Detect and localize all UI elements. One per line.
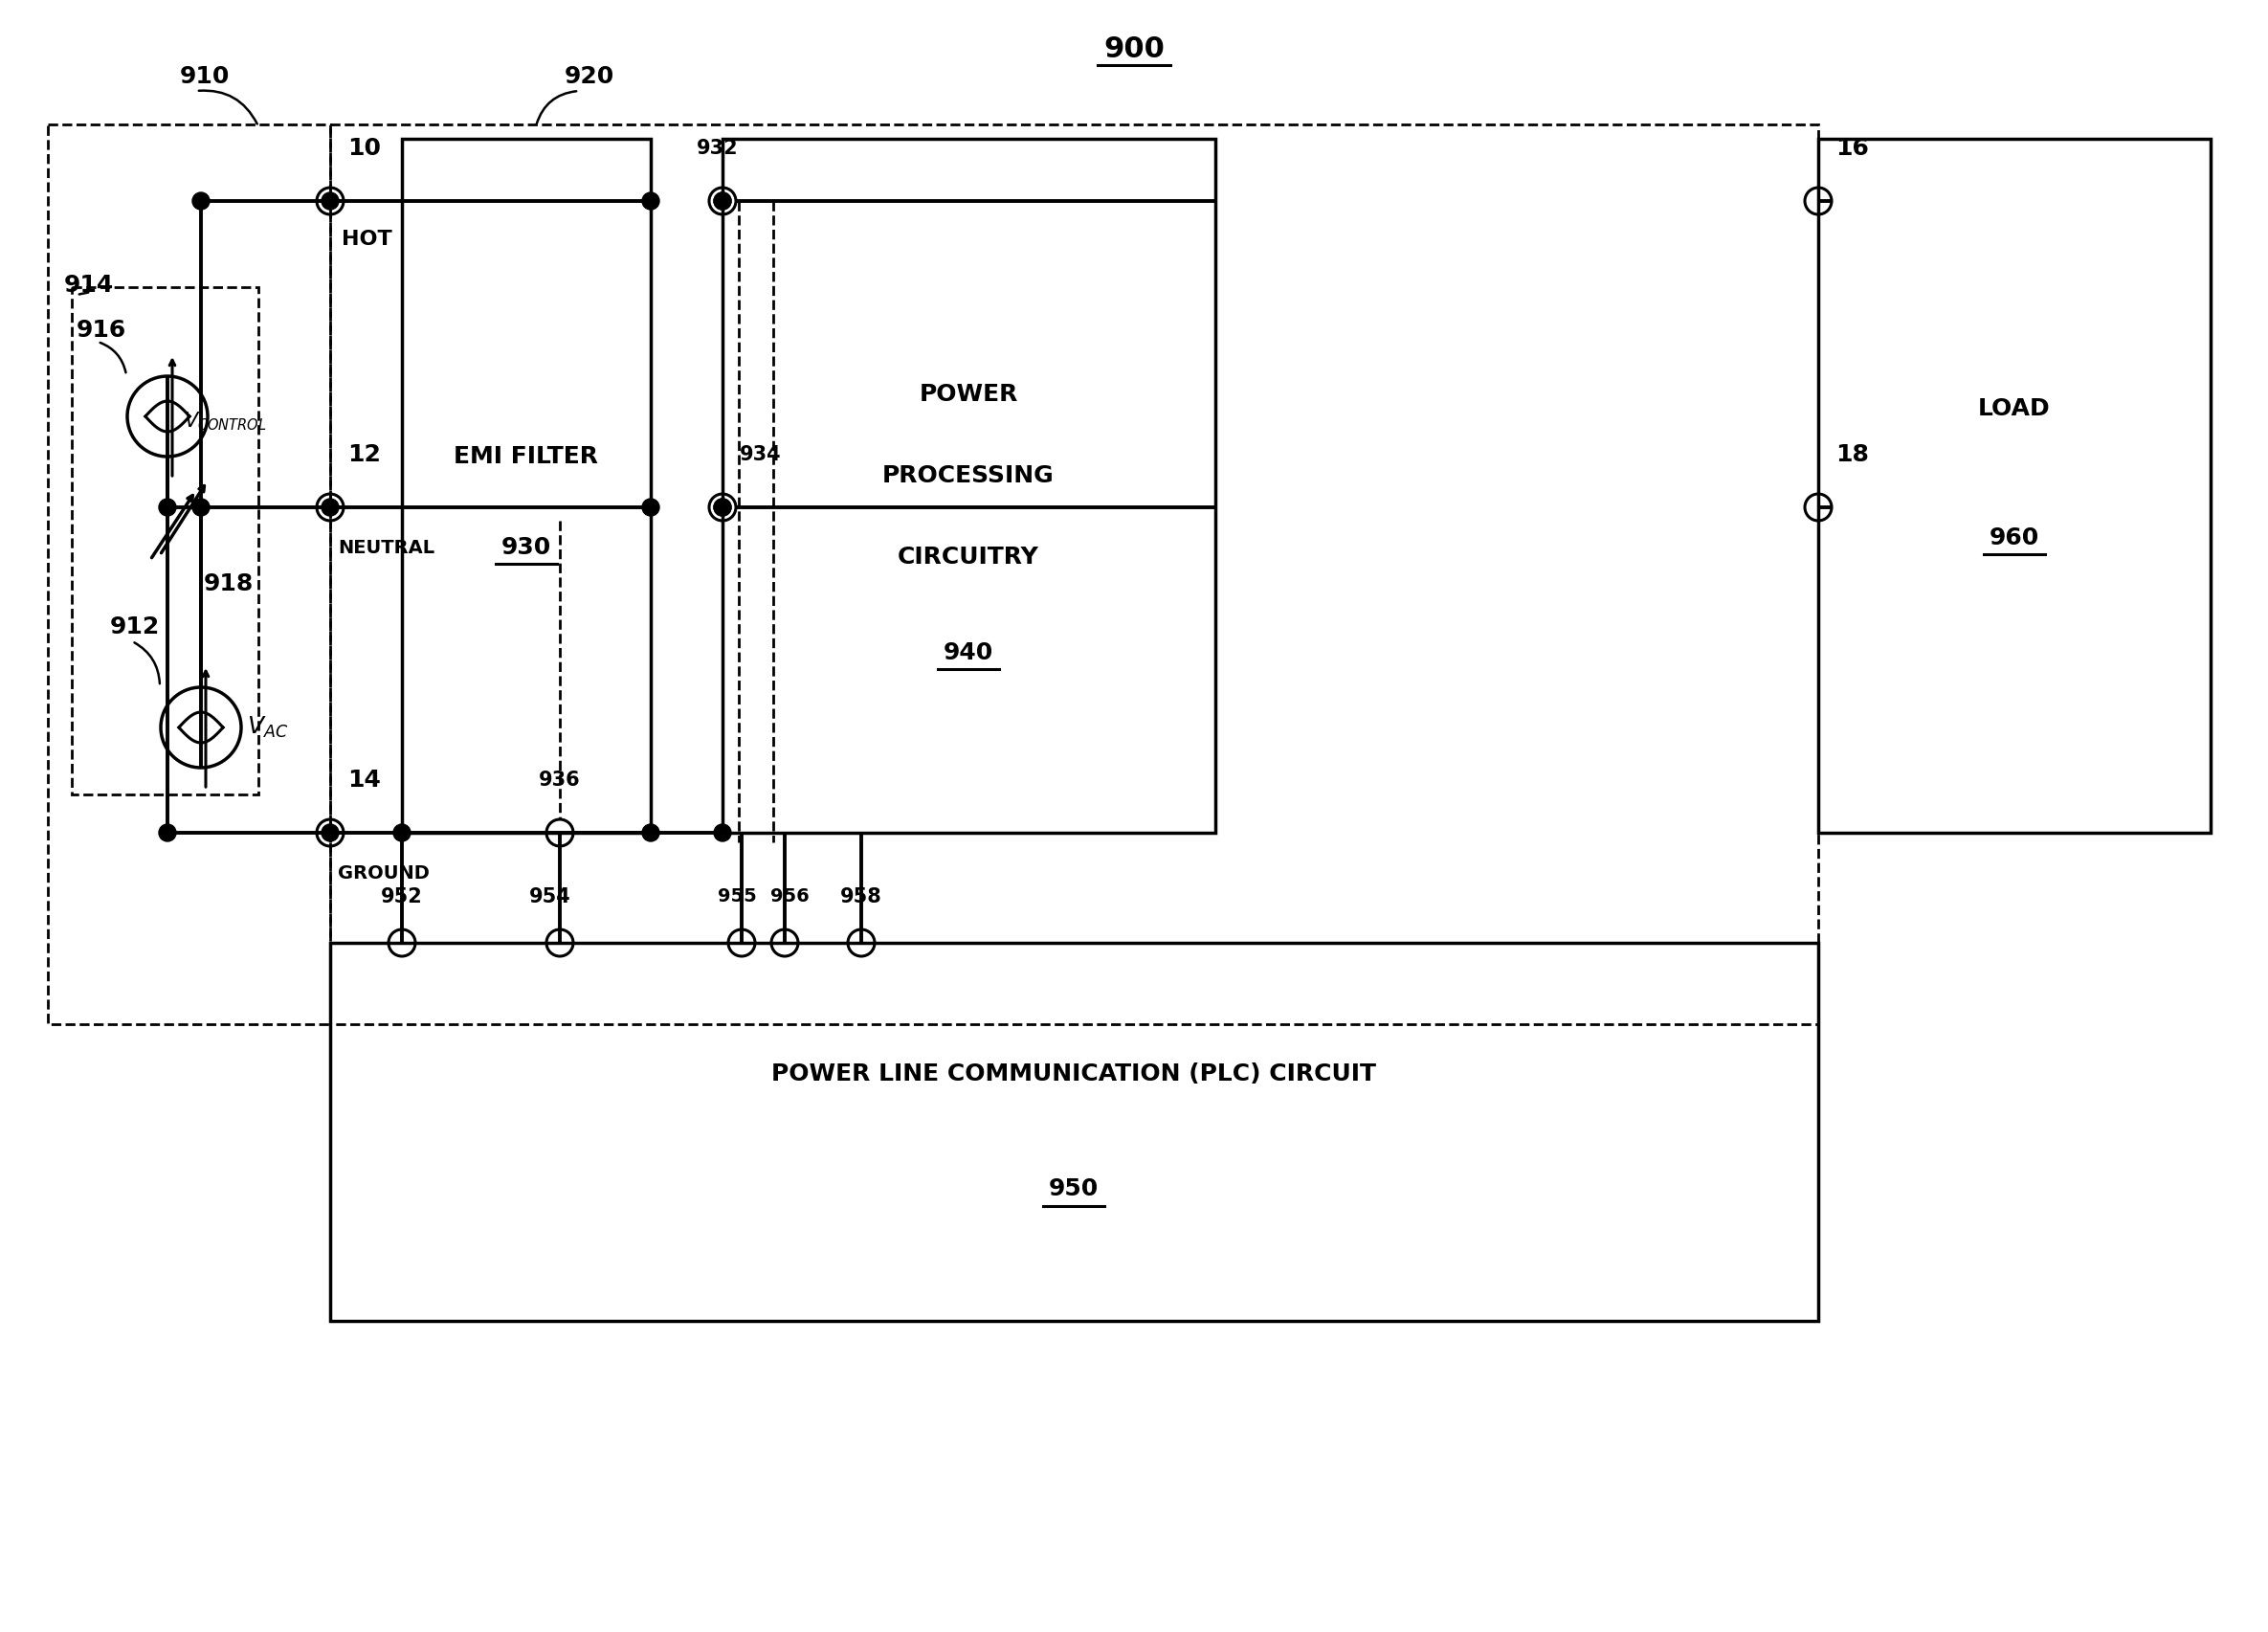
Circle shape xyxy=(322,499,338,516)
Text: PROCESSING: PROCESSING xyxy=(882,463,1055,488)
Text: 920: 920 xyxy=(565,65,615,88)
Circle shape xyxy=(159,499,177,516)
Circle shape xyxy=(714,193,730,209)
Circle shape xyxy=(159,824,177,842)
Circle shape xyxy=(642,193,660,209)
Text: NEUTRAL: NEUTRAL xyxy=(338,539,435,557)
Text: 960: 960 xyxy=(1989,527,2039,550)
Text: POWER LINE COMMUNICATION (PLC) CIRCUIT: POWER LINE COMMUNICATION (PLC) CIRCUIT xyxy=(771,1062,1377,1085)
Text: 914: 914 xyxy=(64,274,113,297)
Text: 18: 18 xyxy=(1835,444,1869,467)
Circle shape xyxy=(714,499,730,516)
Text: $V_{AC}$: $V_{AC}$ xyxy=(247,715,288,739)
Circle shape xyxy=(642,499,660,516)
Text: 12: 12 xyxy=(347,444,381,467)
Circle shape xyxy=(392,824,411,842)
Bar xyxy=(73,287,259,795)
Circle shape xyxy=(714,824,730,842)
Bar xyxy=(1819,139,2211,832)
Text: HOT: HOT xyxy=(342,230,392,248)
Text: 956: 956 xyxy=(771,888,810,906)
Text: GROUND: GROUND xyxy=(338,863,429,881)
Bar xyxy=(331,124,1819,1025)
Text: POWER: POWER xyxy=(919,384,1018,406)
Text: 918: 918 xyxy=(204,573,254,596)
Circle shape xyxy=(642,824,660,842)
Text: 912: 912 xyxy=(111,615,161,638)
Text: 936: 936 xyxy=(540,770,581,790)
Text: 955: 955 xyxy=(717,888,755,906)
Bar xyxy=(401,139,651,832)
Bar xyxy=(331,943,1819,1320)
Text: EMI FILTER: EMI FILTER xyxy=(454,446,599,468)
Text: 16: 16 xyxy=(1835,137,1869,160)
Text: 14: 14 xyxy=(347,769,381,792)
Bar xyxy=(723,139,1216,832)
Bar xyxy=(48,124,331,1025)
Text: 952: 952 xyxy=(381,888,422,906)
Text: 910: 910 xyxy=(179,65,229,88)
Text: 932: 932 xyxy=(696,139,739,158)
Text: LOAD: LOAD xyxy=(1978,397,2050,419)
Text: 900: 900 xyxy=(1105,36,1163,64)
Circle shape xyxy=(714,499,730,516)
Text: CIRCUITRY: CIRCUITRY xyxy=(898,545,1039,568)
Text: $V_{CONTROL}$: $V_{CONTROL}$ xyxy=(184,410,265,432)
Circle shape xyxy=(193,193,209,209)
Circle shape xyxy=(193,499,209,516)
Text: 916: 916 xyxy=(77,318,127,341)
Text: 958: 958 xyxy=(841,888,882,906)
Text: 934: 934 xyxy=(739,446,782,463)
Text: 950: 950 xyxy=(1048,1177,1098,1200)
Text: 10: 10 xyxy=(347,137,381,160)
Text: 940: 940 xyxy=(943,641,993,664)
Text: 954: 954 xyxy=(528,888,572,906)
Circle shape xyxy=(714,193,730,209)
Text: 930: 930 xyxy=(501,535,551,560)
Circle shape xyxy=(322,193,338,209)
Circle shape xyxy=(322,824,338,842)
